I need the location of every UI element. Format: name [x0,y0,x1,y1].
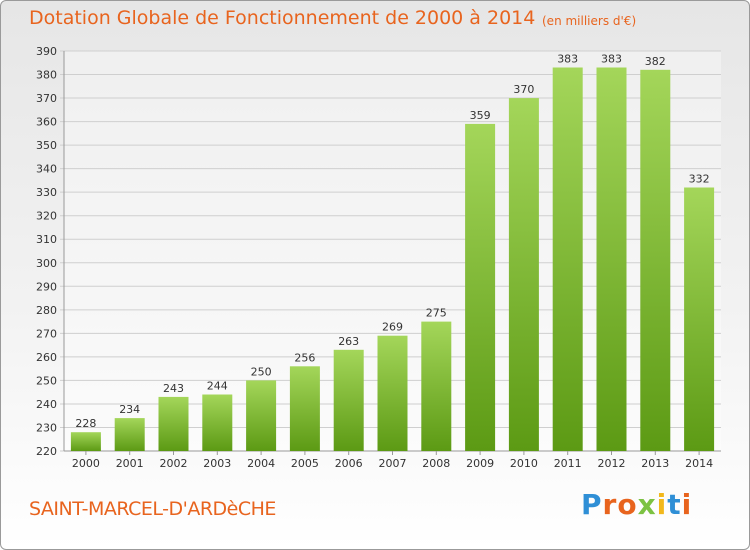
y-tick-label: 260 [36,351,57,364]
commune-name: SAINT-MARCEL-D'ARDèCHE [29,498,276,520]
y-tick-label: 320 [36,210,57,223]
y-tick-label: 330 [36,186,57,199]
y-tick-label: 230 [36,421,57,434]
y-tick-label: 360 [36,116,57,129]
data-label: 383 [601,53,622,66]
x-tick-label: 2013 [641,457,669,470]
x-tick-label: 2002 [160,457,188,470]
y-tick-label: 250 [36,374,57,387]
data-label: 228 [75,417,96,430]
x-tick-label: 2006 [335,457,363,470]
y-tick-label: 270 [36,327,57,340]
bar-2006 [333,349,364,451]
data-label: 275 [426,307,447,320]
x-tick-label: 2014 [685,457,713,470]
y-tick-label: 380 [36,69,57,82]
data-label: 263 [338,335,359,348]
x-tick-label: 2000 [72,457,100,470]
y-tick-label: 370 [36,92,57,105]
data-label: 332 [689,173,710,186]
y-tick-label: 240 [36,398,57,411]
data-label: 250 [251,365,272,378]
y-tick-label: 310 [36,233,57,246]
data-label: 269 [382,321,403,334]
x-tick-label: 2005 [291,457,319,470]
data-label: 370 [513,83,534,96]
data-label: 243 [163,382,184,395]
bar-2010 [508,98,539,451]
data-label: 359 [470,109,491,122]
y-tick-label: 220 [36,445,57,458]
bar-2011 [552,67,583,451]
chart-subtitle: (en milliers d'€) [542,14,637,28]
x-tick-label: 2010 [510,457,538,470]
chart-title: Dotation Globale de Fonctionnement de 20… [29,7,536,29]
bar-2005 [289,366,320,451]
bar-2012 [596,67,627,451]
x-tick-label: 2003 [203,457,231,470]
y-tick-label: 390 [36,45,57,58]
bar-2014 [684,187,715,451]
x-tick-label: 2011 [554,457,582,470]
y-tick-label: 350 [36,139,57,152]
x-tick-label: 2008 [422,457,450,470]
y-tick-label: 340 [36,163,57,176]
y-tick-label: 280 [36,304,57,317]
data-label: 244 [207,380,228,393]
data-label: 234 [119,403,140,416]
x-tick-label: 2009 [466,457,494,470]
bar-2008 [421,321,452,451]
bar-2000 [70,432,101,451]
x-tick-label: 2012 [598,457,626,470]
x-tick-label: 2007 [379,457,407,470]
bar-2004 [246,380,277,451]
y-tick-label: 300 [36,257,57,270]
bar-2003 [202,394,233,451]
bar-2002 [158,396,189,451]
x-tick-label: 2001 [116,457,144,470]
proxiti-logo: Proxiti [581,488,693,521]
data-label: 383 [557,53,578,66]
bar-2009 [465,123,496,452]
data-label: 382 [645,55,666,68]
y-tick-label: 290 [36,280,57,293]
data-label: 256 [294,351,315,364]
x-tick-label: 2004 [247,457,275,470]
bar-2013 [640,69,671,452]
bar-2007 [377,335,408,451]
bar-2001 [114,418,145,451]
